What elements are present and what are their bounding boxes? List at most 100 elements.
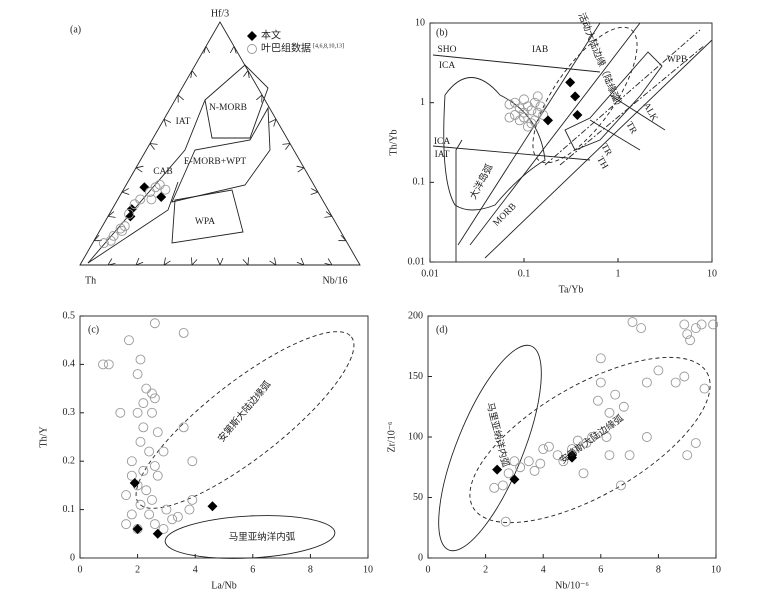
ternary-frame bbox=[79, 21, 361, 266]
circle-point bbox=[117, 226, 127, 236]
y-tick-label: 10 bbox=[415, 17, 425, 28]
side-tick bbox=[107, 258, 116, 266]
side-tick bbox=[163, 257, 171, 266]
diamond-point bbox=[567, 452, 577, 463]
diamond-point bbox=[542, 115, 553, 126]
field-label: E-MORB+WPT bbox=[184, 157, 247, 167]
x-tick-label: 8 bbox=[308, 564, 313, 575]
ocean-arc-field bbox=[443, 77, 546, 211]
circle-point bbox=[690, 323, 701, 334]
circle-point bbox=[578, 468, 589, 479]
circle-point bbox=[604, 450, 615, 461]
circle-point bbox=[98, 238, 109, 249]
diamond-point bbox=[129, 477, 140, 488]
circle-point bbox=[147, 494, 157, 505]
circle-point bbox=[132, 369, 143, 380]
circle-point bbox=[141, 383, 152, 394]
x-tick-label: 6 bbox=[598, 564, 603, 575]
side-tick bbox=[269, 257, 277, 266]
boundary bbox=[469, 22, 641, 246]
legend-label: 叶巴组数据 bbox=[261, 41, 311, 54]
x-tick-label: 8 bbox=[656, 564, 661, 575]
circle-point bbox=[147, 407, 157, 418]
circle-point bbox=[519, 112, 529, 123]
circle-point bbox=[146, 194, 157, 205]
boundary bbox=[455, 139, 463, 262]
x-tick-label: 2 bbox=[483, 564, 488, 575]
side-tick bbox=[149, 143, 158, 150]
side-tick bbox=[135, 257, 144, 266]
circle-point bbox=[670, 377, 681, 388]
x-tick-label: 10 bbox=[707, 268, 717, 279]
side-tick bbox=[107, 211, 116, 218]
field-label: IAT bbox=[176, 117, 191, 127]
side-tick bbox=[242, 257, 249, 266]
field-label: MORB bbox=[492, 202, 519, 229]
panel-label: (a) bbox=[70, 24, 81, 35]
panel-b-fields bbox=[432, 22, 713, 262]
plot-frame bbox=[429, 22, 713, 263]
circle-point bbox=[144, 446, 155, 457]
y-tick-label: 0.3 bbox=[63, 407, 76, 418]
plot-frame bbox=[427, 315, 717, 559]
circle-point bbox=[184, 504, 195, 515]
circle-point bbox=[497, 480, 508, 491]
side-tick bbox=[135, 165, 144, 173]
circle-point bbox=[135, 354, 146, 365]
circle-point bbox=[610, 389, 621, 400]
circle-point bbox=[699, 383, 710, 394]
circle-point bbox=[135, 194, 146, 205]
legend-marker bbox=[247, 31, 257, 41]
vertex-label: Hf/3 bbox=[211, 8, 229, 19]
circle-point bbox=[682, 450, 693, 461]
circle-point bbox=[519, 107, 529, 118]
panel-label: (b) bbox=[436, 27, 448, 38]
circle-point bbox=[160, 184, 171, 195]
plot-frame bbox=[79, 315, 369, 559]
circle-point bbox=[526, 118, 537, 129]
side-tick bbox=[216, 257, 224, 266]
circle-point bbox=[653, 365, 664, 376]
vertex-label: Nb/16 bbox=[323, 275, 348, 286]
circle-point bbox=[178, 422, 189, 433]
circle-point bbox=[552, 450, 563, 461]
circle-point bbox=[149, 461, 160, 471]
field-label: TH bbox=[594, 155, 609, 171]
triangle bbox=[79, 21, 361, 266]
side-tick bbox=[191, 257, 198, 266]
x-tick-label: 4 bbox=[541, 564, 546, 575]
y-tick-label: 200 bbox=[408, 310, 423, 321]
circle-point bbox=[124, 335, 134, 346]
circle-point bbox=[149, 393, 160, 404]
circle-point bbox=[144, 509, 155, 520]
circle-point bbox=[138, 398, 149, 409]
circle-point bbox=[682, 329, 693, 340]
field-label: ALK bbox=[641, 101, 659, 123]
side-tick bbox=[190, 70, 197, 79]
x-axis-label: Ta/Yb bbox=[559, 284, 584, 295]
circle-point bbox=[544, 441, 554, 452]
circle-point bbox=[103, 359, 114, 370]
circle-point bbox=[595, 353, 606, 364]
circle-point bbox=[178, 327, 189, 338]
circle-point bbox=[708, 319, 719, 330]
y-axis-label: Zr/10⁻⁶ bbox=[386, 421, 397, 452]
diamond-point bbox=[492, 464, 503, 475]
x-tick-label: 0 bbox=[426, 564, 431, 575]
circle-point bbox=[126, 456, 137, 467]
y-tick-label: 50 bbox=[413, 492, 423, 503]
circle-point bbox=[121, 519, 132, 530]
y-axis-label: Th/Yb bbox=[388, 129, 399, 155]
side-tick bbox=[121, 188, 130, 195]
panel-label: (c) bbox=[88, 324, 99, 335]
side-tick bbox=[338, 234, 347, 242]
y-tick-label: 1 bbox=[420, 97, 425, 108]
n-morb-field bbox=[204, 64, 269, 139]
field-label: IAB bbox=[532, 45, 548, 55]
diamond-point bbox=[572, 110, 583, 121]
diamond-point bbox=[156, 191, 167, 202]
circle-point bbox=[500, 516, 511, 527]
wpb-field bbox=[564, 51, 663, 151]
side-tick bbox=[268, 118, 277, 127]
